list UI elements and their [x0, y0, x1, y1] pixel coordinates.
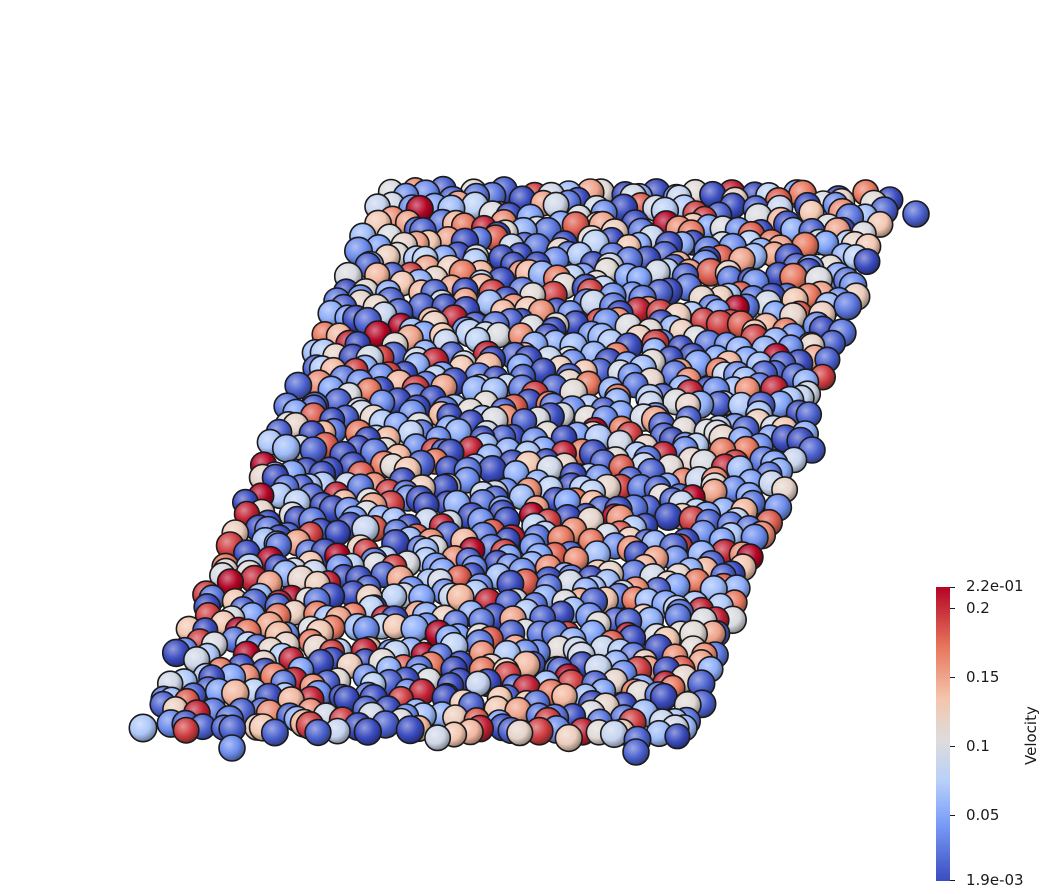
scalar-bar-tick-label: 0.2 [966, 599, 990, 617]
tick-mark-min [950, 880, 955, 881]
scalar-bar-title: Velocity [1022, 706, 1040, 765]
tick-mark-0-2 [950, 608, 955, 609]
tick-mark-max [950, 587, 955, 588]
particle-sphere [395, 715, 425, 745]
colorbar-gradient [936, 587, 950, 881]
scalar-bar-max-label: 2.2e-01 [966, 577, 1024, 595]
tick-mark-0-15 [950, 677, 955, 678]
particle-sphere [902, 200, 930, 228]
particle-sphere [172, 716, 200, 744]
scalar-bar-tick-label: 0.1 [966, 737, 990, 755]
velocity-scalar-bar: 2.2e-01 0.2 0.15 0.1 0.05 1.9e-03 Veloci… [930, 577, 1047, 890]
particle-sphere [554, 723, 583, 753]
particle-sphere [664, 723, 691, 750]
particle-sphere [271, 433, 301, 463]
particle-sphere [218, 734, 246, 762]
particle-sphere [622, 738, 650, 766]
particle-sphere [654, 502, 683, 532]
tick-mark-0-1 [950, 746, 955, 747]
particle-sphere [424, 724, 452, 752]
particle-sphere [353, 717, 382, 746]
particle-sphere [304, 718, 332, 747]
tick-mark-0-05 [950, 815, 955, 816]
scalar-bar-tick-label: 0.05 [966, 806, 1000, 824]
particle-sphere [260, 718, 289, 747]
particle-sphere [853, 248, 881, 276]
particle-sphere [833, 291, 863, 321]
scalar-bar-min-label: 1.9e-03 [966, 871, 1024, 889]
scalar-bar-tick-label: 0.15 [966, 668, 1000, 686]
particle-spheres-group [128, 175, 930, 766]
particle-sphere [506, 719, 534, 747]
particle-sphere [128, 713, 158, 743]
particle-sphere [599, 719, 629, 749]
